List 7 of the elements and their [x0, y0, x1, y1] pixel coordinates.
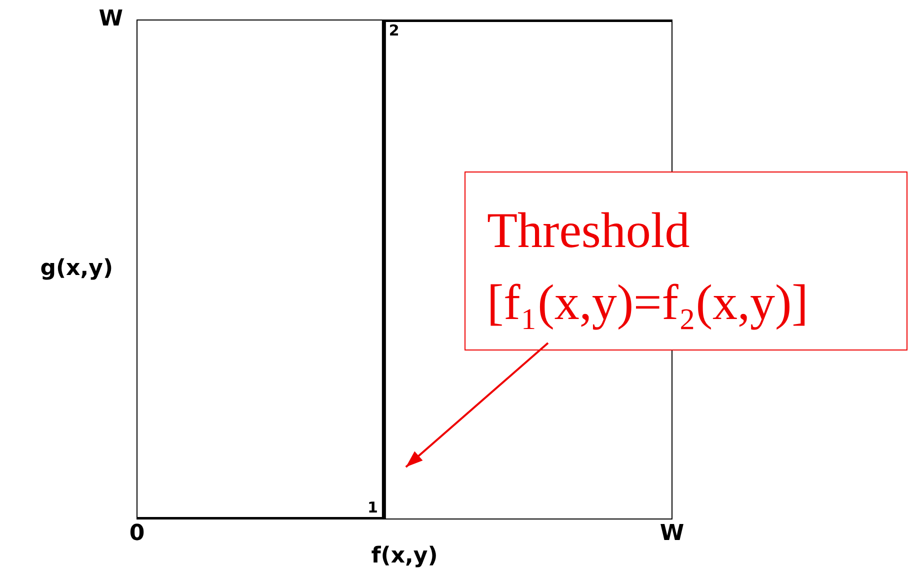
- annotation: 1: [367, 498, 378, 516]
- annotation: Threshold [f₁(x,y)=f₂(x,y)]: [487, 202, 808, 330]
- text: W: [98, 6, 123, 32]
- x-tick-label: 0: [129, 520, 145, 546]
- x-axis-title: f(x,y): [371, 544, 438, 569]
- y-axis-title: g(x,y): [40, 256, 113, 282]
- annotation: 2: [388, 21, 400, 40]
